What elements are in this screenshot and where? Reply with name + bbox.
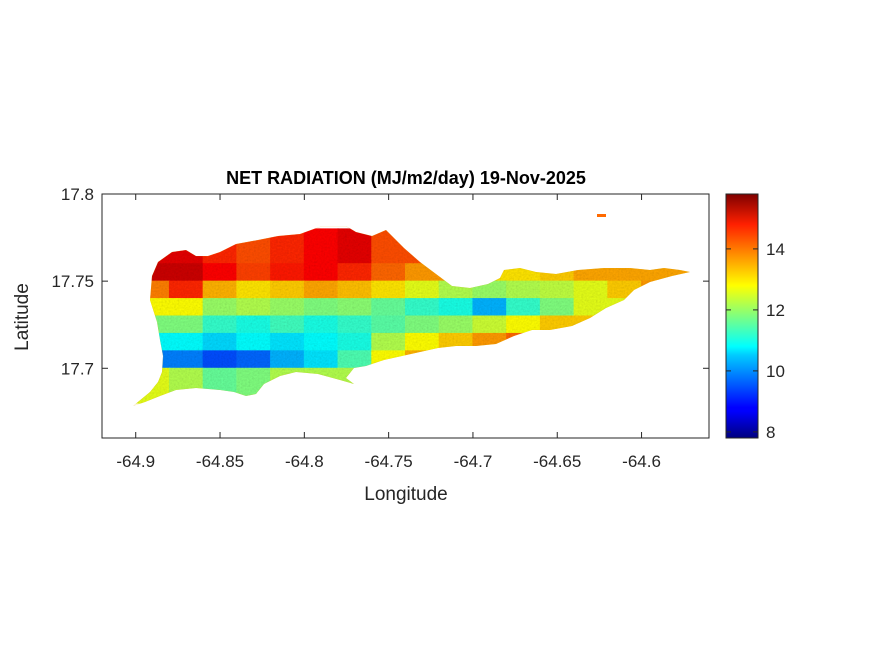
- heatmap-cell: [202, 280, 238, 300]
- heatmap-cell: [472, 298, 508, 317]
- heatmap-cell: [405, 280, 440, 300]
- x-tick-label: -64.9: [116, 452, 155, 471]
- heatmap-cell: [270, 350, 305, 369]
- heatmap-cell: [270, 245, 305, 265]
- colorbar-tick-label: 14: [766, 240, 785, 259]
- colorbar-tick-label: 12: [766, 301, 785, 320]
- heatmap-cell: [270, 280, 305, 300]
- heatmap-cell: [371, 298, 406, 317]
- heatmap-cell: [303, 315, 339, 334]
- heatmap-cell: [168, 315, 204, 334]
- heatmap-cell: [337, 298, 373, 317]
- heatmap-cell: [303, 228, 339, 247]
- heatmap-cell: [236, 350, 272, 369]
- heatmap-cell: [270, 332, 305, 352]
- heatmap-cell: [270, 315, 305, 334]
- heatmap-cell: [168, 350, 204, 369]
- heatmap-cell: [539, 298, 575, 317]
- heatmap-cell: [303, 298, 339, 317]
- heatmap-cell: [303, 350, 339, 369]
- heatmap-cell: [438, 298, 474, 317]
- heatmap-cell: [202, 315, 238, 334]
- y-axis-label: Latitude: [12, 283, 33, 351]
- x-tick-label: -64.7: [454, 452, 493, 471]
- heatmap-cell: [202, 263, 238, 282]
- x-tick-label: -64.85: [196, 452, 244, 471]
- heatmap-cell: [168, 280, 204, 300]
- colorbar-tick-label: 8: [766, 423, 775, 442]
- colorbar-ticks: 8 10 12 14: [726, 240, 785, 442]
- heatmap-cell: [371, 280, 406, 300]
- x-tick-label: -64.6: [622, 452, 661, 471]
- heatmap-cell: [202, 350, 238, 369]
- plot-area: -64.9 -64.85 -64.8 -64.75 -64.7 -64.65 -64.6 1…: [51, 185, 710, 471]
- heatmap-cell: [337, 350, 373, 369]
- heatmap-cell: [371, 245, 406, 265]
- heatmap-cell: [236, 280, 272, 300]
- heatmap-cell: [236, 367, 272, 387]
- heatmap-cell: [337, 332, 373, 352]
- colorbar: 8 10 12 14: [725, 193, 785, 442]
- heatmap-cell: [506, 298, 541, 317]
- heatmap-cell: [236, 245, 272, 265]
- chart-title: NET RADIATION (MJ/m2/day) 19-Nov-2025: [226, 168, 586, 188]
- heatmap-cell: [371, 332, 406, 352]
- heatmap-cell: [337, 245, 373, 265]
- heatmap-cell: [405, 315, 440, 334]
- heatmap-cell: [573, 280, 609, 300]
- heatmap-cell: [472, 315, 508, 334]
- heatmap-cell: [168, 332, 204, 352]
- heatmap-cell: [303, 280, 339, 300]
- heatmap-cell: [303, 245, 339, 265]
- y-tick-label: 17.75: [51, 272, 94, 291]
- heatmap-cell: [168, 263, 204, 282]
- heatmap-cell: [337, 315, 373, 334]
- heatmap-cell: [202, 332, 238, 352]
- heatmap-cell: [337, 263, 373, 282]
- heatmap-cell: [303, 332, 339, 352]
- heatmap-cell: [270, 298, 305, 317]
- heatmap-cell: [202, 298, 238, 317]
- heatmap-cell: [405, 298, 440, 317]
- x-tick-label: -64.65: [533, 452, 581, 471]
- y-axis-ticks: 17.7 17.75 17.8: [51, 185, 709, 378]
- colorbar-tick-label: 10: [766, 362, 785, 381]
- heatmap-cell: [202, 367, 238, 387]
- heatmap-cell: [236, 298, 272, 317]
- heatmap-cell: [371, 315, 406, 334]
- x-tick-label: -64.8: [285, 452, 324, 471]
- heatmap-cell: [236, 315, 272, 334]
- y-tick-label: 17.8: [61, 185, 94, 204]
- x-axis-ticks: -64.9 -64.85 -64.8 -64.75 -64.7 -64.65 -64.6: [116, 194, 661, 471]
- heatmap-cell: [303, 263, 339, 282]
- x-tick-label: -64.75: [365, 452, 413, 471]
- heatmap-cell: [168, 367, 204, 387]
- heatmap-cell: [337, 280, 373, 300]
- heatmap-cell: [506, 315, 541, 334]
- colorbar-gradient: [725, 193, 759, 439]
- heatmap-cell: [438, 315, 474, 334]
- heatmap-cell: [539, 280, 575, 300]
- heatmap-cell: [236, 332, 272, 352]
- heatmap-cell: [506, 280, 541, 300]
- heatmap-cell: [270, 263, 305, 282]
- x-axis-label: Longitude: [364, 484, 447, 505]
- heatmap-cell: [236, 263, 272, 282]
- y-tick-label: 17.7: [61, 359, 94, 378]
- heatmap-cell: [405, 332, 440, 352]
- islet: [597, 214, 606, 217]
- heatmap-cell: [168, 298, 204, 317]
- heatmap-cell: [371, 263, 406, 282]
